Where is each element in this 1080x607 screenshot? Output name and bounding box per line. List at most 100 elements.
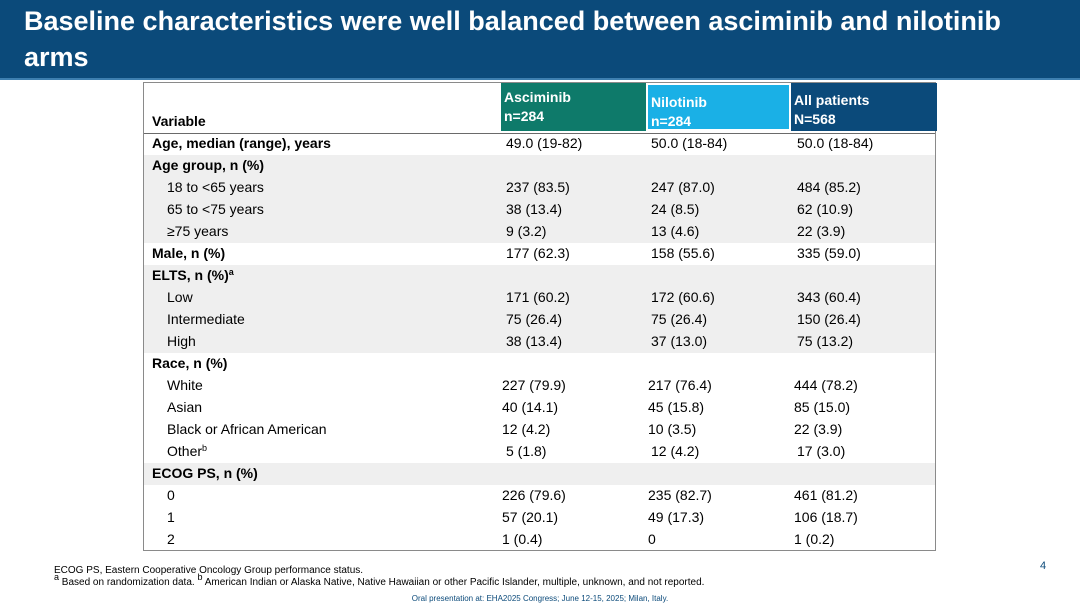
asciminib-value: 12 (4.2): [502, 421, 551, 437]
table-row: Otherb 5 (1.8) 12 (4.2) 17 (3.0): [144, 441, 935, 463]
all-patients-value: 22 (3.9): [797, 223, 846, 239]
row-label: Otherb: [167, 443, 207, 459]
asciminib-value: 57 (20.1): [502, 509, 559, 525]
title-bar: Baseline characteristics were well balan…: [0, 0, 1080, 80]
page-number: 4: [1040, 560, 1047, 572]
asciminib-value: 1 (0.4): [502, 531, 543, 547]
asciminib-value: 5 (1.8): [506, 443, 547, 459]
slide-title: Baseline characteristics were well balan…: [24, 6, 1001, 72]
table-row: 18 to <65 years 237 (83.5) 247 (87.0) 48…: [144, 177, 935, 199]
table-row: ≥75 years 9 (3.2) 13 (4.6) 22 (3.9): [144, 221, 935, 243]
row-label: 0: [167, 487, 175, 503]
table-row: Male, n (%) 177 (62.3) 158 (55.6) 335 (5…: [144, 243, 935, 265]
all-patients-n: N=568: [794, 111, 836, 127]
all-patients-value: 62 (10.9): [797, 201, 854, 217]
nilotinib-value: 24 (8.5): [651, 201, 700, 217]
all-patients-value: 85 (15.0): [794, 399, 851, 415]
all-patients-value: 22 (3.9): [794, 421, 843, 437]
table-row: Asian 40 (14.1) 45 (15.8) 85 (15.0): [144, 397, 935, 419]
table-row: 65 to <75 years 38 (13.4) 24 (8.5) 62 (1…: [144, 199, 935, 221]
row-label: 2: [167, 531, 175, 547]
table-row: Race, n (%): [144, 353, 935, 375]
variable-header: Variable: [152, 113, 206, 129]
oral-presentation-note: Oral presentation at: EHA2025 Congress; …: [411, 594, 669, 603]
asciminib-value: 227 (79.9): [502, 377, 566, 393]
nilotinib-value: 158 (55.6): [651, 245, 715, 261]
nilotinib-value: 172 (60.6): [651, 289, 715, 305]
table-header: Variable Asciminib n=284 Nilotinib n=284…: [144, 83, 937, 134]
table-row: High 38 (13.4) 37 (13.0) 75 (13.2): [144, 331, 935, 353]
nilotinib-value: 13 (4.6): [651, 223, 700, 239]
footnote-b-text: American Indian or Alaska Native, Native…: [202, 577, 705, 588]
nilotinib-value: 10 (3.5): [648, 421, 697, 437]
row-label: Asian: [167, 399, 203, 415]
asciminib-value: 38 (13.4): [506, 201, 563, 217]
footnote-marker-a: a: [54, 572, 60, 582]
all-patients-value: 343 (60.4): [797, 289, 861, 305]
asciminib-header: Asciminib n=284: [501, 83, 646, 131]
table-row: White 227 (79.9) 217 (76.4) 444 (78.2): [144, 375, 935, 397]
nilotinib-name: Nilotinib: [651, 94, 707, 110]
table-row: Age, median (range), years 49.0 (19-82) …: [144, 133, 935, 155]
asciminib-value: 9 (3.2): [506, 223, 547, 239]
all-patients-value: 444 (78.2): [794, 377, 858, 393]
asciminib-n: n=284: [504, 108, 545, 124]
row-label: ECOG PS, n (%): [152, 465, 258, 481]
asciminib-value: 237 (83.5): [506, 179, 570, 195]
table-row: Intermediate 75 (26.4) 75 (26.4) 150 (26…: [144, 309, 935, 331]
footnote-a-text: Based on randomization data.: [59, 577, 198, 588]
row-label: 1: [167, 509, 175, 525]
nilotinib-value: 12 (4.2): [651, 443, 700, 459]
all-patients-value: 1 (0.2): [794, 531, 835, 547]
nilotinib-value: 45 (15.8): [648, 399, 705, 415]
asciminib-value: 49.0 (19-82): [506, 135, 583, 151]
row-label-text: Other: [167, 443, 203, 459]
all-patients-value: 50.0 (18-84): [797, 135, 874, 151]
asciminib-value: 177 (62.3): [506, 245, 570, 261]
table-row: Black or African American 12 (4.2) 10 (3…: [144, 419, 935, 441]
nilotinib-value: 50.0 (18-84): [651, 135, 728, 151]
row-label: 65 to <75 years: [167, 201, 264, 217]
all-patients-name: All patients: [794, 92, 870, 108]
row-label: Black or African American: [167, 421, 327, 437]
table-row: 2 1 (0.4) 0 1 (0.2): [144, 529, 935, 551]
nilotinib-header: Nilotinib n=284: [646, 83, 791, 131]
all-patients-value: 335 (59.0): [797, 245, 861, 261]
table-row: Age group, n (%): [144, 155, 935, 177]
nilotinib-value: 0: [648, 531, 656, 547]
all-patients-header: All patients N=568: [791, 83, 937, 131]
row-label: ELTS, n (%)a: [152, 267, 234, 283]
all-patients-value: 75 (13.2): [797, 333, 854, 349]
row-label: White: [167, 377, 203, 393]
table-row: ECOG PS, n (%): [144, 463, 935, 485]
row-label: Race, n (%): [152, 355, 228, 371]
table-row: 1 57 (20.1) 49 (17.3) 106 (18.7): [144, 507, 935, 529]
row-label-text: ELTS, n (%): [152, 267, 229, 283]
row-label: High: [167, 333, 196, 349]
nilotinib-value: 75 (26.4): [651, 311, 708, 327]
row-label: Age group, n (%): [152, 157, 264, 173]
all-patients-value: 17 (3.0): [797, 443, 846, 459]
asciminib-value: 226 (79.6): [502, 487, 566, 503]
nilotinib-value: 247 (87.0): [651, 179, 715, 195]
nilotinib-value: 49 (17.3): [648, 509, 705, 525]
footnote-marker: b: [202, 443, 208, 453]
nilotinib-value: 217 (76.4): [648, 377, 712, 393]
row-label: ≥75 years: [167, 223, 229, 239]
asciminib-value: 171 (60.2): [506, 289, 570, 305]
row-label: 18 to <65 years: [167, 179, 264, 195]
all-patients-value: 150 (26.4): [797, 311, 861, 327]
nilotinib-value: 37 (13.0): [651, 333, 708, 349]
asciminib-name: Asciminib: [504, 89, 571, 105]
table-row: Low 171 (60.2) 172 (60.6) 343 (60.4): [144, 287, 935, 309]
footnote-marker: a: [228, 267, 234, 277]
table-row: ELTS, n (%)a: [144, 265, 935, 287]
all-patients-value: 461 (81.2): [794, 487, 858, 503]
all-patients-value: 484 (85.2): [797, 179, 861, 195]
row-label: Low: [167, 289, 193, 305]
nilotinib-value: 235 (82.7): [648, 487, 712, 503]
footnote-abbreviations: ECOG PS, Eastern Cooperative Oncology Gr…: [54, 565, 364, 576]
footnote-marker-b: b: [197, 572, 203, 582]
row-label: Age, median (range), years: [152, 135, 331, 151]
footnote-markers: a Based on randomization data. b America…: [54, 573, 705, 589]
